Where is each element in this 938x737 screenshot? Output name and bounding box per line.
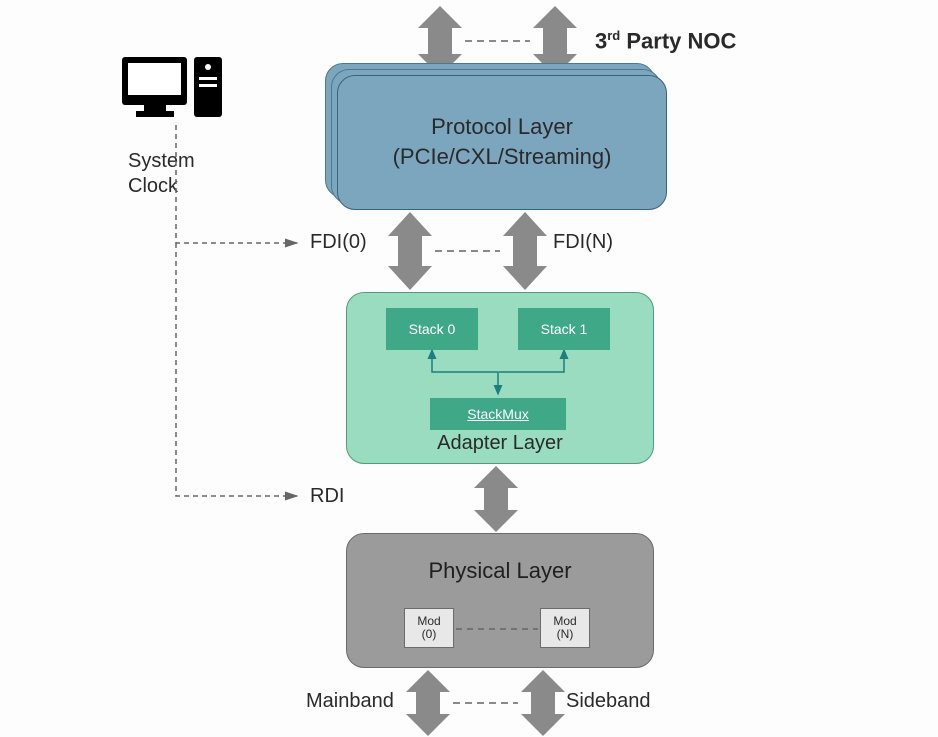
arrow-pair-fdi [380, 212, 555, 290]
stack0-box: Stack 0 [386, 308, 478, 350]
stack1-box: Stack 1 [518, 308, 610, 350]
fdi0-label: FDI(0) [310, 231, 367, 254]
arrow-rdi [466, 466, 526, 532]
rdi-label: RDI [310, 485, 344, 508]
mod0-box: Mod (0) [404, 608, 454, 648]
physical-title: Physical Layer [347, 558, 653, 584]
noc-rest: Party NOC [620, 28, 736, 53]
sideband-label: Sideband [566, 690, 651, 713]
noc-sup: rd [607, 28, 620, 43]
arrow-pair-bottom [398, 670, 573, 736]
adapter-inner-arrows [386, 350, 611, 398]
protocol-title2: (PCIe/CXL/Streaming) [338, 144, 666, 170]
stackmux-label: StackMux [467, 406, 528, 422]
mod0-b: (0) [422, 628, 437, 641]
physical-layer-box: Physical Layer [346, 533, 654, 668]
stack1-label: Stack 1 [541, 321, 588, 337]
stack0-label: Stack 0 [409, 321, 456, 337]
adapter-title: Adapter Layer [347, 432, 653, 455]
protocol-title1: Protocol Layer [338, 114, 666, 140]
modN-b: (N) [557, 628, 574, 641]
fdiN-label: FDI(N) [553, 231, 613, 254]
noc-3: 3 [595, 28, 607, 53]
stackmux-box: StackMux [430, 398, 566, 430]
mainband-label: Mainband [306, 690, 394, 713]
protocol-layer-box: Protocol Layer (PCIe/CXL/Streaming) [337, 75, 667, 210]
modN-box: Mod (N) [540, 608, 590, 648]
mod-dash [456, 627, 538, 631]
noc-label: 3rd Party NOC [595, 28, 736, 54]
